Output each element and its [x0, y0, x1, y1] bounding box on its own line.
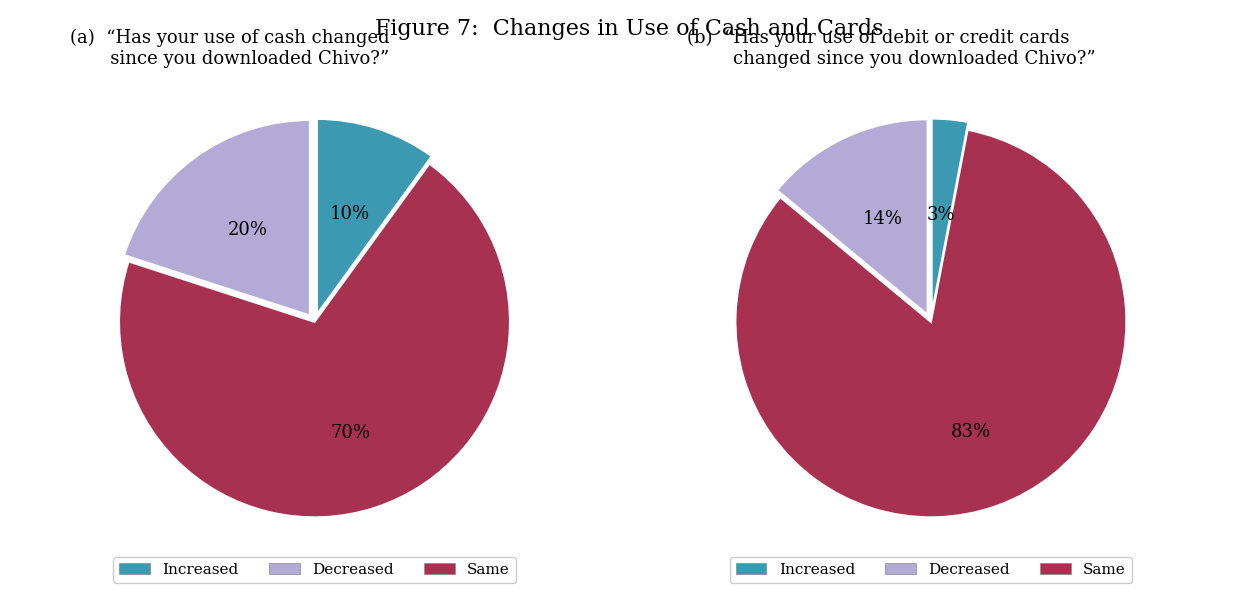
Text: 3%: 3% — [927, 206, 955, 224]
Text: 70%: 70% — [331, 424, 371, 442]
Wedge shape — [777, 119, 927, 315]
Text: (b)  “Has your use of debit or credit cards
        changed since you downloaded: (b) “Has your use of debit or credit car… — [687, 29, 1096, 67]
Text: (a)  “Has your use of cash changed
       since you downloaded Chivo?”: (a) “Has your use of cash changed since … — [70, 29, 390, 67]
Wedge shape — [932, 119, 969, 314]
Wedge shape — [736, 130, 1126, 517]
Text: 83%: 83% — [951, 423, 991, 441]
Wedge shape — [125, 120, 309, 315]
Text: Figure 7:  Changes in Use of Cash and Cards: Figure 7: Changes in Use of Cash and Car… — [375, 18, 883, 40]
Legend: Increased, Decreased, Same: Increased, Decreased, Same — [113, 557, 516, 583]
Wedge shape — [120, 164, 509, 517]
Text: 10%: 10% — [330, 205, 370, 223]
Legend: Increased, Decreased, Same: Increased, Decreased, Same — [730, 557, 1132, 583]
Text: 14%: 14% — [863, 210, 903, 228]
Text: 20%: 20% — [228, 221, 268, 239]
Wedge shape — [317, 119, 431, 315]
